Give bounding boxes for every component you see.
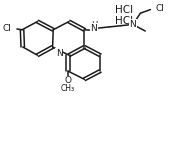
Text: H: H: [91, 21, 97, 30]
Text: N: N: [56, 49, 63, 58]
Text: O: O: [65, 76, 72, 85]
Text: HCl: HCl: [115, 16, 133, 26]
Text: Cl: Cl: [155, 4, 164, 13]
Text: HCl: HCl: [115, 5, 133, 15]
Text: N: N: [91, 24, 97, 33]
Text: Cl: Cl: [3, 24, 12, 33]
Text: CH₃: CH₃: [61, 84, 75, 93]
Text: N: N: [129, 20, 136, 29]
